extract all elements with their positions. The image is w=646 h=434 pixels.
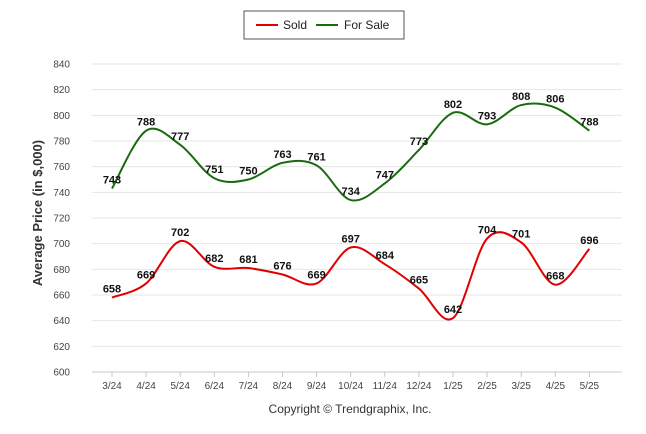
series-line-sold bbox=[111, 231, 591, 321]
x-tick-label: 5/25 bbox=[580, 381, 600, 392]
data-label-for-sale: 802 bbox=[444, 99, 462, 111]
data-label-sold: 665 bbox=[410, 275, 428, 287]
y-tick-label: 780 bbox=[53, 137, 70, 148]
y-tick-label: 760 bbox=[53, 162, 70, 173]
data-label-for-sale: 777 bbox=[171, 131, 189, 143]
y-tick-label: 800 bbox=[53, 111, 70, 122]
data-labels: 658 669 702 682 681 676 669 697 684 665 642 704 701 6… bbox=[103, 91, 599, 316]
data-label-for-sale: 773 bbox=[410, 136, 428, 148]
x-tick-label: 10/24 bbox=[338, 381, 363, 392]
data-label-sold: 681 bbox=[239, 254, 257, 266]
y-axis-ticks: 600 620 640 660 680 700 720 740 760 780 800 820 840 bbox=[53, 60, 70, 379]
y-tick-label: 620 bbox=[53, 342, 70, 353]
y-tick-label: 660 bbox=[53, 291, 70, 302]
y-tick-label: 680 bbox=[53, 265, 70, 276]
legend-label-for-sale: For Sale bbox=[344, 18, 390, 32]
x-tick-label: 1/25 bbox=[443, 381, 463, 392]
data-label-for-sale: 761 bbox=[307, 151, 325, 163]
x-tick-label: 4/24 bbox=[136, 381, 156, 392]
data-label-for-sale: 747 bbox=[376, 169, 394, 181]
x-tick-label: 8/24 bbox=[273, 381, 293, 392]
data-label-for-sale: 750 bbox=[239, 166, 257, 178]
data-label-for-sale: 806 bbox=[546, 94, 564, 106]
data-label-sold: 684 bbox=[376, 250, 395, 262]
y-tick-label: 600 bbox=[53, 368, 70, 379]
x-tick-label: 3/24 bbox=[102, 381, 122, 392]
data-label-for-sale: 808 bbox=[512, 91, 530, 103]
data-label-sold: 669 bbox=[307, 269, 325, 281]
data-label-for-sale: 743 bbox=[103, 174, 121, 186]
y-tick-label: 700 bbox=[53, 239, 70, 250]
x-tick-label: 12/24 bbox=[406, 381, 431, 392]
data-label-for-sale: 763 bbox=[273, 149, 291, 161]
data-label-sold: 682 bbox=[205, 253, 223, 265]
data-label-sold: 658 bbox=[103, 284, 121, 296]
data-label-for-sale: 793 bbox=[478, 110, 496, 122]
x-tick-label: 3/25 bbox=[511, 381, 531, 392]
data-label-sold: 696 bbox=[580, 235, 598, 247]
x-tick-label: 6/24 bbox=[205, 381, 225, 392]
grid-lines bbox=[92, 63, 622, 373]
y-tick-label: 640 bbox=[53, 316, 70, 327]
legend-label-sold: Sold bbox=[283, 18, 307, 32]
x-tick-label: 2/25 bbox=[477, 381, 497, 392]
data-label-for-sale: 734 bbox=[342, 186, 361, 198]
x-tick-label: 7/24 bbox=[239, 381, 259, 392]
y-tick-label: 720 bbox=[53, 214, 70, 225]
data-label-sold: 701 bbox=[512, 228, 530, 240]
data-label-sold: 697 bbox=[342, 234, 360, 246]
data-label-for-sale: 788 bbox=[580, 117, 598, 129]
data-label-sold: 668 bbox=[546, 271, 564, 283]
x-tick-label: 5/24 bbox=[170, 381, 190, 392]
data-label-for-sale: 751 bbox=[205, 164, 223, 176]
x-tick-label: 9/24 bbox=[307, 381, 327, 392]
data-label-sold: 676 bbox=[273, 260, 291, 272]
series-line-for-sale bbox=[111, 102, 590, 202]
y-tick-label: 840 bbox=[53, 60, 70, 71]
copyright-text: Copyright © Trendgraphix, Inc. bbox=[269, 402, 432, 416]
data-label-sold: 704 bbox=[478, 225, 497, 237]
x-tick-label: 4/25 bbox=[546, 381, 566, 392]
y-tick-label: 740 bbox=[53, 188, 70, 199]
x-axis-ticks: 3/24 4/24 5/24 6/24 7/24 8/24 9/24 10/24 11/24 12… bbox=[102, 372, 600, 392]
y-axis-title: Average Price (in $,000) bbox=[30, 140, 45, 286]
y-tick-label: 820 bbox=[53, 85, 70, 96]
x-tick-label: 11/24 bbox=[373, 381, 398, 392]
series-lines bbox=[111, 102, 591, 321]
data-label-sold: 669 bbox=[137, 269, 155, 281]
data-label-sold: 642 bbox=[444, 304, 462, 316]
legend: Sold For Sale bbox=[243, 10, 405, 40]
data-label-for-sale: 788 bbox=[137, 117, 155, 129]
data-label-sold: 702 bbox=[171, 227, 189, 239]
